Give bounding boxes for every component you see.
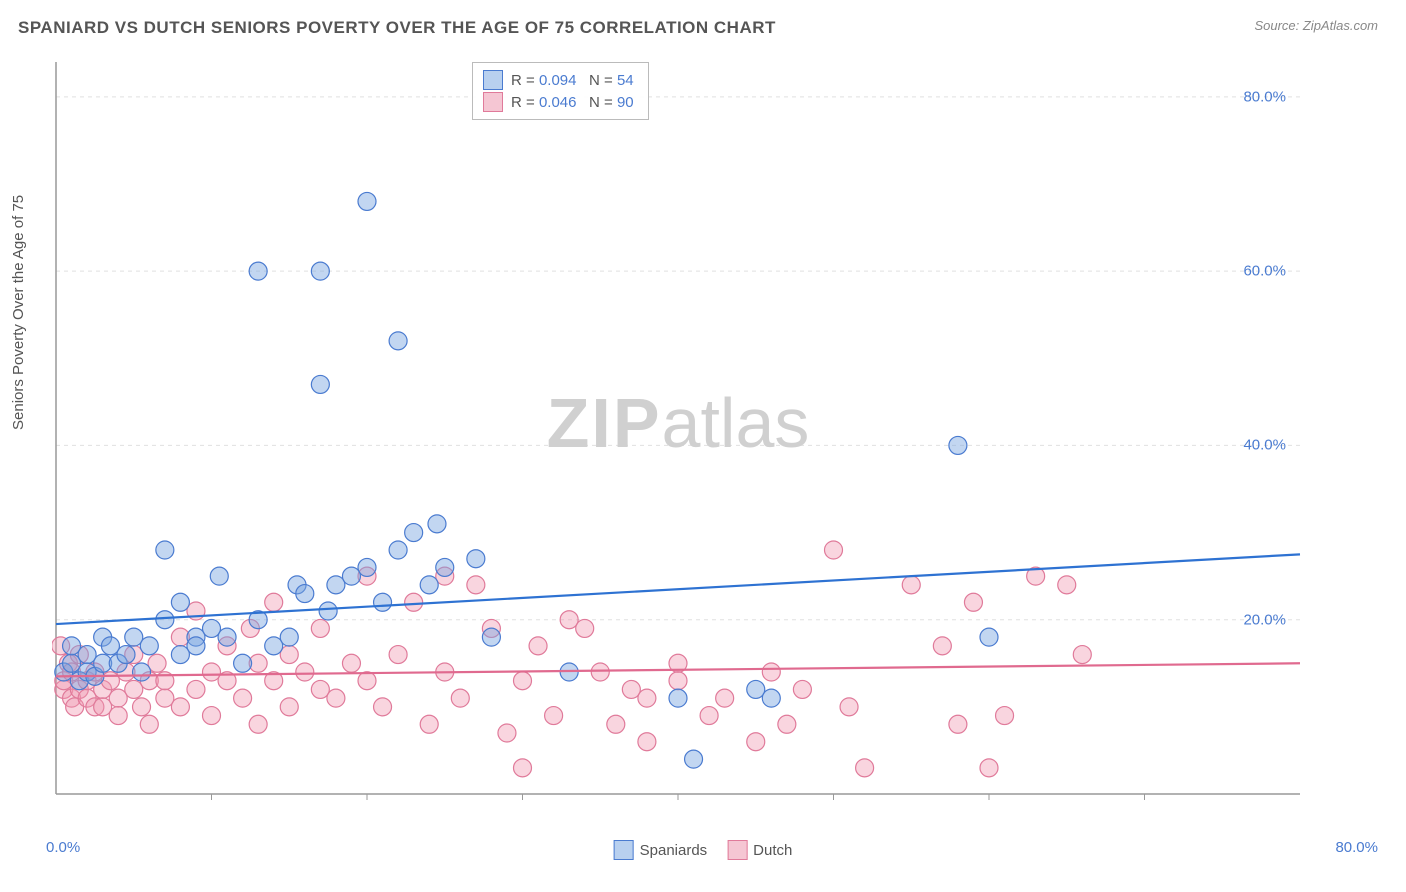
legend-label-dutch: Dutch: [753, 842, 792, 859]
bottom-legend: Spaniards Dutch: [614, 840, 793, 860]
legend-item-dutch: Dutch: [727, 840, 792, 860]
stats-text: R = 0.094 N = 54: [511, 72, 634, 89]
chart-plot-area: ZIPatlas R = 0.094 N = 54R = 0.046 N = 9…: [52, 58, 1304, 818]
stats-swatch: [483, 92, 503, 112]
source-credit: Source: ZipAtlas.com: [1254, 18, 1378, 33]
y-tick-label: 60.0%: [1243, 263, 1286, 280]
chart-title: SPANIARD VS DUTCH SENIORS POVERTY OVER T…: [18, 18, 776, 38]
x-tick-label: 80.0%: [1335, 839, 1378, 856]
y-tick-label: 80.0%: [1243, 88, 1286, 105]
x-tick-label: 0.0%: [46, 839, 80, 856]
swatch-blue: [614, 840, 634, 860]
y-tick-label: 20.0%: [1243, 611, 1286, 628]
stats-row: R = 0.094 N = 54: [483, 69, 634, 91]
swatch-pink: [727, 840, 747, 860]
stats-row: R = 0.046 N = 90: [483, 91, 634, 113]
y-tick-label: 40.0%: [1243, 437, 1286, 454]
y-axis-label: Seniors Poverty Over the Age of 75: [10, 195, 27, 430]
legend-label-spaniards: Spaniards: [640, 842, 708, 859]
stats-text: R = 0.046 N = 90: [511, 94, 634, 111]
legend-item-spaniards: Spaniards: [614, 840, 708, 860]
stats-legend-box: R = 0.094 N = 54 R = 0.046 N = 90: [472, 62, 649, 120]
stats-swatch: [483, 70, 503, 90]
